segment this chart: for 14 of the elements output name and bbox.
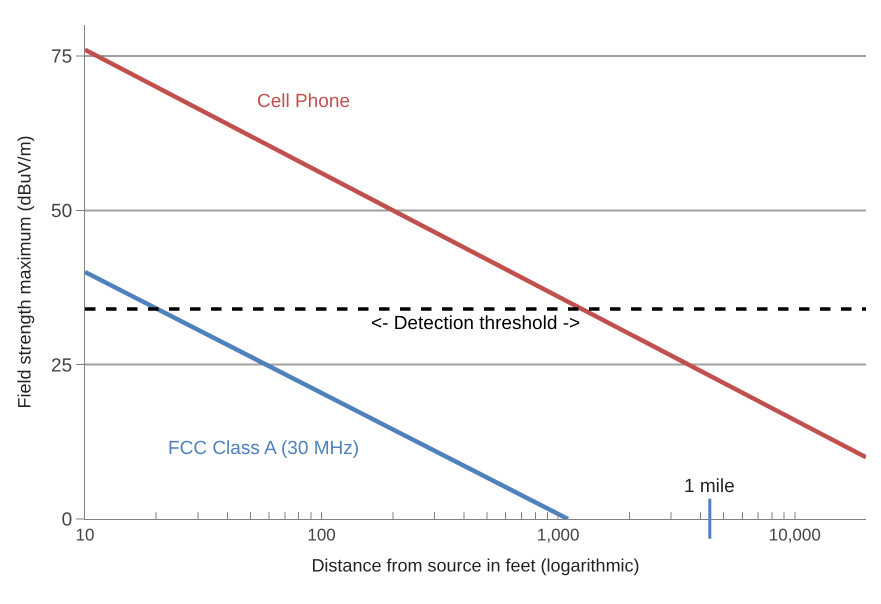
y-tick-label: 25 <box>51 355 72 376</box>
x-tick-label: 100 <box>307 525 336 544</box>
y-axis-title: Field strength maximum (dBuV/m) <box>14 135 34 409</box>
series-label: FCC Class A (30 MHz) <box>168 438 360 459</box>
x-axis-title: Distance from source in feet (logarithmic) <box>311 556 640 576</box>
y-tick-label: 75 <box>51 46 72 68</box>
series-label: Cell Phone <box>257 91 350 112</box>
ref-line-label: <- Detection threshold -> <box>371 313 580 334</box>
x-tick-label: 10,000 <box>768 525 821 544</box>
y-tick-label: 0 <box>62 510 72 531</box>
annotation: 1 mile <box>684 476 735 497</box>
y-tick-label: 50 <box>51 200 72 222</box>
x-tick-label: 10 <box>76 525 94 544</box>
x-tick-label: 1,000 <box>536 525 580 544</box>
